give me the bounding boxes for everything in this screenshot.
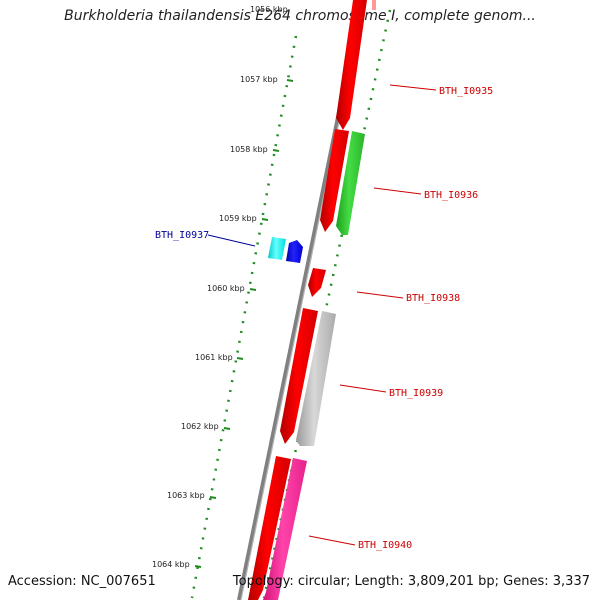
- cds-feature[interactable]: [336, 0, 367, 130]
- cds-feature[interactable]: [280, 308, 318, 444]
- cds-feature[interactable]: [308, 268, 326, 297]
- scale-tick: [249, 288, 257, 291]
- cds-feature[interactable]: [296, 311, 336, 446]
- label-leader: [207, 234, 256, 247]
- scale-label: 1056 kbp: [250, 5, 288, 14]
- label-leader: [389, 84, 437, 91]
- scale-label: 1062 kbp: [181, 422, 219, 431]
- scale-label: 1061 kbp: [195, 353, 233, 362]
- scale-label: 1059 kbp: [219, 214, 257, 223]
- scale-tick: [286, 79, 294, 82]
- label-leader: [356, 291, 404, 299]
- label-leader: [308, 535, 356, 546]
- scale-label: 1057 kbp: [240, 75, 278, 84]
- reverse-strand-features: [248, 0, 367, 600]
- scale-label: 1064 kbp: [152, 560, 190, 569]
- cds-feature[interactable]: [372, 0, 376, 10]
- scale-tick: [194, 565, 202, 568]
- scale: 1056 kbp 1057 kbp 1058 kbp 1059 kbp 1060…: [152, 5, 294, 569]
- topology-label: Topology: circular; Length: 3,809,201 bp…: [232, 574, 590, 589]
- scale-label: 1058 kbp: [230, 145, 268, 154]
- scale-tick: [209, 496, 217, 499]
- cds-feature[interactable]: [320, 129, 349, 232]
- gene-label-bth-i0936[interactable]: BTH_I0936: [424, 190, 478, 201]
- gene-label-bth-i0939[interactable]: BTH_I0939: [389, 388, 443, 399]
- cds-feature[interactable]: [286, 240, 303, 263]
- scale-tick: [261, 218, 269, 221]
- scale-label: 1060 kbp: [207, 284, 245, 293]
- label-leader: [339, 384, 387, 393]
- gene-label-bth-i0937[interactable]: BTH_I0937: [155, 230, 209, 241]
- cds-feature[interactable]: [263, 458, 307, 600]
- scale-label: 1063 kbp: [167, 491, 205, 500]
- accession-label: Accession: NC_007651: [8, 574, 156, 589]
- cds-feature[interactable]: [268, 237, 286, 260]
- cds-feature[interactable]: [248, 456, 291, 600]
- forward-strand-features: [263, 0, 376, 600]
- gene-label-bth-i0938[interactable]: BTH_I0938: [406, 293, 460, 304]
- gene-label-bth-i0935[interactable]: BTH_I0935: [439, 86, 493, 97]
- scale-tick: [223, 427, 231, 430]
- label-leader: [373, 187, 422, 195]
- bth-i0937-features: [268, 237, 303, 263]
- cds-feature[interactable]: [336, 131, 365, 235]
- scale-tick: [236, 357, 244, 360]
- inner-tick-track: [190, 35, 298, 599]
- scale-tick: [272, 149, 280, 152]
- gene-label-bth-i0940[interactable]: BTH_I0940: [358, 540, 412, 551]
- map-title: Burkholderia thailandensis E264 chromoso…: [64, 8, 536, 24]
